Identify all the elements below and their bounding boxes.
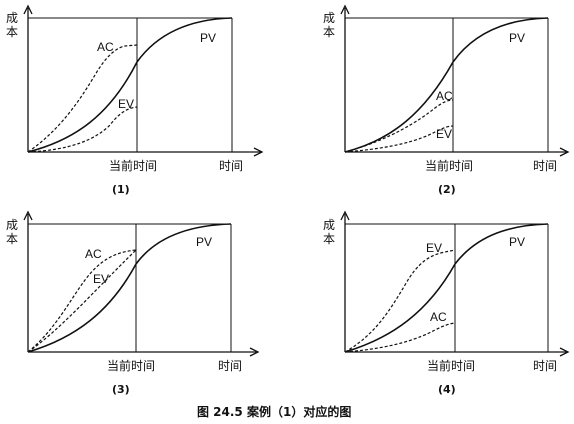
ev-curve (27, 106, 138, 153)
ac-label: AC (436, 89, 453, 103)
pv-curve (344, 17, 549, 153)
ev-label: EV (118, 97, 134, 111)
y-axis-arrow (23, 210, 33, 221)
ac-curve (344, 322, 456, 353)
x-end-label: 时间 (218, 359, 242, 373)
ac-label: AC (85, 247, 102, 261)
y-axis-label-line1: 成 (323, 11, 335, 25)
ev-curve (27, 249, 137, 353)
y-axis-label-line1: 成 (6, 218, 18, 232)
x-axis-arrow (249, 347, 260, 357)
x-now-label: 当前时间 (425, 158, 473, 173)
pv-label: PV (196, 235, 212, 249)
ev-label: EV (426, 241, 442, 255)
panel-caption: (4) (438, 383, 456, 396)
y-axis-arrow (340, 210, 350, 221)
panel-caption: (1) (112, 183, 130, 196)
x-end-label: 时间 (219, 159, 243, 173)
panel-2: 成 本 PV AC EV 当前时间 时间 (2) (323, 4, 570, 196)
x-axis-arrow (559, 147, 570, 157)
figure-caption: 图 24.5 案例（1）对应的图 (197, 404, 351, 419)
x-end-label: 时间 (533, 159, 557, 173)
pv-label: PV (509, 235, 525, 249)
panel-3: 成 本 PV AC EV 当前时间 时间 (3) (6, 210, 260, 396)
y-axis-label-line2: 本 (6, 232, 18, 246)
ev-label: EV (436, 127, 452, 141)
ac-label: AC (430, 310, 447, 324)
pv-curve (27, 223, 232, 353)
x-now-label: 当前时间 (427, 358, 475, 373)
panel-1: 成 本 PV AC EV 当前时间 时间 (1) (6, 4, 264, 196)
ac-curve (344, 99, 454, 153)
x-now-label: 当前时间 (107, 358, 155, 373)
panel-caption: (2) (438, 183, 456, 196)
panel-4: 成 本 PV EV AC 当前时间 时间 (4) (323, 210, 570, 396)
ac-label: AC (97, 40, 114, 54)
pv-curve (27, 17, 233, 153)
x-axis-arrow (559, 347, 570, 357)
x-axis-arrow (253, 147, 264, 157)
pv-curve (344, 223, 549, 353)
y-axis-label-line2: 本 (323, 232, 335, 246)
ev-curve (344, 249, 456, 353)
pv-label: PV (509, 31, 525, 45)
y-axis-label-line1: 成 (6, 11, 18, 25)
ev-label: EV (93, 272, 109, 286)
pv-label: PV (200, 31, 216, 45)
panel-caption: (3) (112, 383, 130, 396)
ac-curve (27, 249, 137, 353)
y-axis-label-line2: 本 (323, 25, 335, 39)
y-axis-arrow (23, 4, 33, 15)
y-axis-label-line2: 本 (6, 25, 18, 39)
y-axis-label-line1: 成 (323, 218, 335, 232)
x-now-label: 当前时间 (109, 158, 157, 173)
ac-curve (27, 44, 138, 153)
y-axis-arrow (340, 4, 350, 15)
ev-curve (344, 125, 454, 153)
x-end-label: 时间 (533, 359, 557, 373)
